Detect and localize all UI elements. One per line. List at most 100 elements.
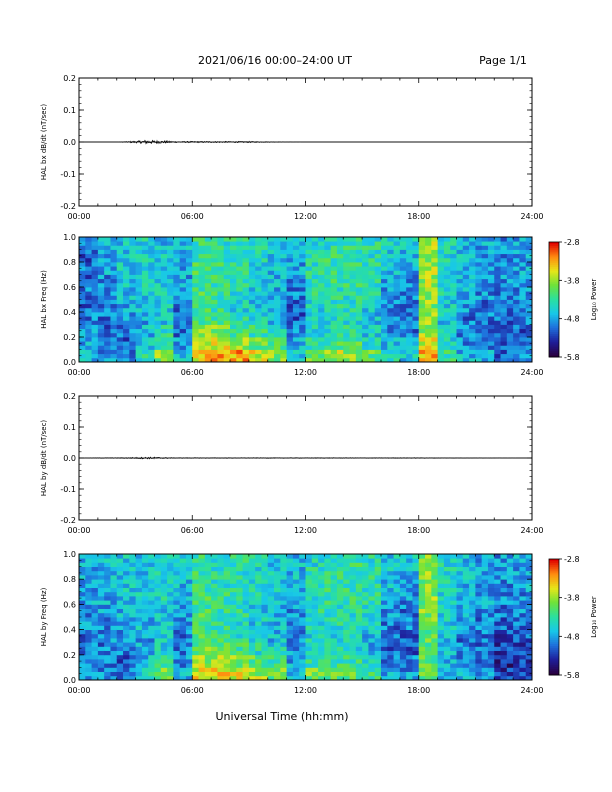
spectrogram-cell [292,675,300,681]
spectrogram-cell [362,249,369,255]
spectrogram-cell [97,320,105,325]
spectrogram-cell [500,671,508,677]
spectrogram-cell [431,270,439,275]
spectrogram-cell [343,642,350,647]
spectrogram-cell [368,307,376,313]
spectrogram-cell [116,307,124,313]
spectrogram-cell [135,274,143,280]
spectrogram-cell [475,266,483,271]
colorbar-band [549,322,559,325]
spectrogram-cell [330,587,338,593]
spectrogram-cell [311,307,319,313]
spectrogram-cell [393,291,401,296]
spectrogram-cell [368,295,376,300]
spectrogram-cell [274,583,281,588]
colorbar-tick-label: -2.8 [564,238,580,247]
spectrogram-cell [255,659,262,664]
spectrogram-cell [318,562,325,567]
spectrogram-cell [255,642,262,647]
spectrogram-cell [192,570,199,576]
spectrogram-cell [179,266,187,271]
spectrogram-cell [412,282,420,288]
spectrogram-cell [160,320,168,325]
spectrogram-cell [487,316,495,321]
spectrogram-cell [456,642,464,647]
spectrogram-cell [368,345,376,350]
spectrogram-cell [343,253,350,259]
spectrogram-cell [406,312,413,317]
spectrogram-cell [160,638,168,643]
spectrogram-cell [349,299,357,305]
spectrogram-cell [292,266,300,271]
spectrogram-cell [267,600,275,605]
spectrogram-cell [349,337,357,342]
spectrogram-cell [230,287,237,292]
spectrogram-cell [261,303,269,309]
spectrogram-cell [318,345,325,350]
spectrogram-cell [267,249,275,255]
spectrogram-cell [381,345,388,350]
spectrogram-cell [85,262,92,267]
spectrogram-cell [173,621,181,626]
spectrogram-cell [481,291,489,296]
spectrogram-cell [123,316,130,321]
spectrogram-cell [148,278,155,284]
spectrogram-cell [437,608,445,614]
spectrogram-cell [179,570,187,576]
spectrogram-cell [311,295,319,300]
x-tick-label: 12:00 [294,526,317,535]
spectrogram-cell [494,320,501,325]
spectrogram-cell [292,608,300,614]
spectrogram-cell [519,249,527,255]
spectrogram-cell [292,583,300,588]
spectrogram-cell [513,591,520,597]
spectrogram-cell [443,262,451,267]
spectrogram-cell [167,357,174,363]
spectrogram-cell [519,671,527,677]
spectrogram-cell [185,629,193,635]
spectrogram-cell [179,675,187,681]
spectrogram-cell [299,558,306,563]
spectrogram-cell [519,675,527,681]
spectrogram-cell [336,604,344,609]
spectrogram-cell [343,608,350,614]
spectrogram-cell [274,328,281,334]
spectrogram-cell [412,583,420,588]
spectrogram-cell [292,562,300,567]
spectrogram-cell [355,579,363,584]
spectrogram-cell [500,249,508,255]
spectrogram-cell [443,650,451,656]
spectrogram-cell [236,583,243,588]
spectrogram-cell [198,579,206,584]
spectrogram-cell [456,324,464,330]
spectrogram-cell [349,638,357,643]
spectrogram-cell [456,600,464,605]
spectrogram-cell [506,654,514,660]
spectrogram-cell [248,266,256,271]
colorbar-band [549,644,559,647]
spectrogram-cell [104,575,111,580]
spectrogram-cell [525,262,533,267]
spectrogram-cell [475,341,483,346]
y-tick-label: 0.4 [63,308,76,317]
spectrogram-cell [311,591,319,597]
spectrogram-cell [154,253,162,259]
spectrogram-cell [525,341,533,346]
spectrogram-cell [519,621,527,626]
spectrogram-cell [481,671,489,677]
spectrogram-cell [506,266,514,271]
spectrogram-cell [494,604,501,609]
spectrogram-cell [525,583,533,588]
spectrogram-cell [462,583,470,588]
spectrogram-cell [513,303,520,309]
spectrogram-cell [248,654,256,660]
spectrogram-cell [167,617,174,622]
spectrogram-cell [255,558,262,563]
spectrogram-cell [79,667,86,672]
spectrogram-cell [129,570,137,576]
spectrogram-cell [525,596,533,601]
spectrogram-cell [450,328,457,334]
spectrogram-cell [399,266,407,271]
spectrogram-cell [167,237,174,242]
spectrogram-cell [399,241,407,246]
